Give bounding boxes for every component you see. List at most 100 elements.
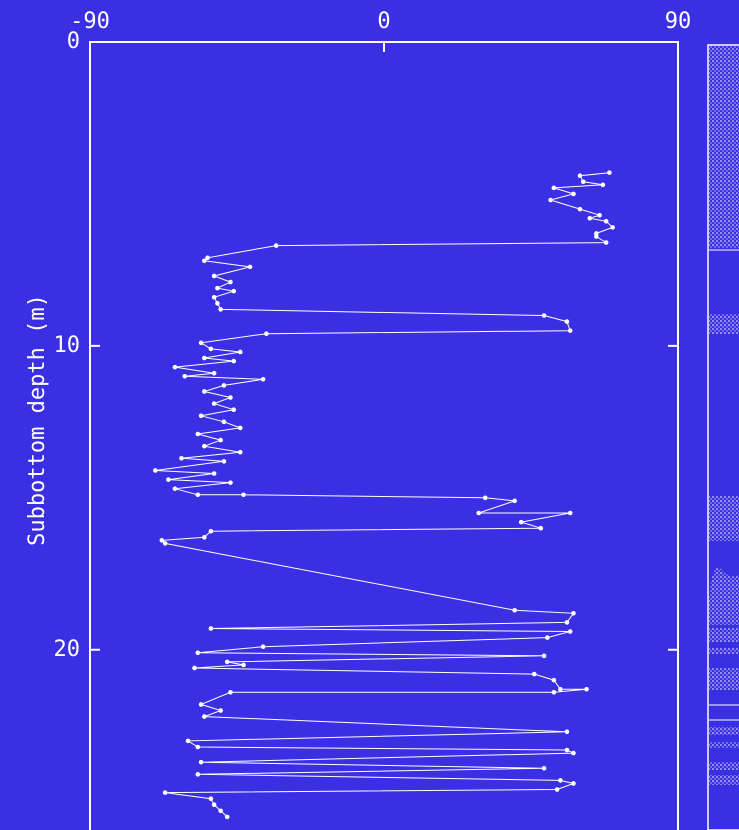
data-point bbox=[541, 313, 547, 318]
data-point bbox=[607, 170, 612, 175]
data-point bbox=[538, 525, 544, 531]
x-tick-label: 0 bbox=[377, 9, 390, 34]
data-point bbox=[512, 607, 517, 613]
data-point bbox=[211, 471, 217, 476]
data-point bbox=[228, 395, 233, 400]
data-point bbox=[580, 179, 586, 185]
data-point bbox=[195, 772, 201, 777]
data-point bbox=[224, 814, 230, 820]
data-point bbox=[218, 437, 223, 443]
data-point bbox=[564, 319, 570, 324]
data-point bbox=[545, 635, 550, 640]
data-point bbox=[218, 708, 223, 713]
x-tick-label: 90 bbox=[665, 9, 692, 34]
data-point bbox=[202, 355, 207, 361]
data-point bbox=[603, 240, 609, 245]
data-point bbox=[571, 750, 576, 756]
y-axis-label: Subbottom depth (m) bbox=[25, 294, 50, 546]
data-point bbox=[195, 431, 201, 437]
data-point bbox=[584, 686, 589, 692]
data-point bbox=[247, 264, 253, 270]
data-point bbox=[215, 301, 220, 306]
data-point bbox=[610, 225, 615, 230]
data-point bbox=[195, 744, 201, 750]
data-point bbox=[548, 197, 553, 203]
data-point bbox=[218, 307, 223, 312]
data-point bbox=[208, 626, 214, 631]
data-point bbox=[237, 349, 243, 355]
data-point bbox=[202, 443, 207, 449]
data-point bbox=[273, 243, 279, 248]
data-point bbox=[153, 468, 158, 473]
data-point bbox=[554, 787, 560, 792]
data-point bbox=[482, 495, 488, 501]
data-point bbox=[518, 519, 524, 525]
data-point bbox=[567, 328, 573, 333]
data-point bbox=[198, 413, 204, 419]
y-tick-label: 20 bbox=[54, 637, 81, 662]
data-point bbox=[564, 729, 570, 735]
data-point bbox=[600, 182, 606, 188]
data-point bbox=[476, 510, 482, 516]
data-point bbox=[228, 279, 233, 285]
data-point bbox=[564, 620, 570, 625]
data-point bbox=[551, 677, 557, 683]
data-point bbox=[577, 173, 583, 179]
data-point bbox=[162, 541, 168, 546]
data-point bbox=[166, 477, 171, 482]
data-point bbox=[211, 802, 217, 808]
data-point bbox=[208, 346, 214, 352]
data-point bbox=[179, 456, 184, 461]
data-point bbox=[541, 765, 547, 771]
data-point bbox=[202, 389, 207, 394]
data-point bbox=[224, 659, 230, 665]
data-point bbox=[211, 370, 217, 376]
data-point bbox=[202, 714, 207, 719]
data-point bbox=[564, 747, 570, 753]
data-point bbox=[221, 419, 227, 425]
data-point bbox=[228, 480, 233, 485]
data-point bbox=[202, 535, 207, 540]
data-point bbox=[571, 610, 576, 616]
data-point bbox=[182, 373, 188, 379]
data-point bbox=[208, 528, 214, 534]
data-point bbox=[541, 653, 547, 659]
data-point bbox=[211, 273, 217, 279]
data-point bbox=[195, 492, 201, 498]
data-point bbox=[241, 492, 246, 498]
data-point bbox=[159, 538, 165, 543]
data-point bbox=[231, 358, 237, 364]
data-point bbox=[571, 781, 576, 786]
data-point bbox=[162, 790, 168, 795]
data-point bbox=[195, 650, 201, 656]
data-point bbox=[571, 191, 576, 197]
data-point bbox=[198, 340, 204, 346]
data-point bbox=[231, 407, 237, 412]
data-point bbox=[208, 796, 214, 801]
data-point bbox=[228, 689, 233, 695]
x-tick-label: -90 bbox=[70, 9, 110, 34]
data-point bbox=[221, 459, 227, 464]
data-point bbox=[531, 671, 537, 677]
data-point bbox=[237, 425, 243, 431]
data-point bbox=[603, 218, 609, 224]
data-point bbox=[231, 288, 237, 294]
data-point bbox=[558, 686, 563, 692]
y-tick-label: 0 bbox=[67, 29, 80, 54]
data-point bbox=[198, 759, 204, 765]
data-point bbox=[172, 364, 178, 370]
data-point bbox=[264, 331, 269, 337]
data-point bbox=[237, 449, 243, 455]
lithology-column bbox=[707, 44, 739, 830]
data-point bbox=[211, 294, 217, 300]
data-point bbox=[198, 702, 204, 707]
data-point bbox=[192, 665, 197, 671]
data-point bbox=[551, 689, 557, 695]
data-point bbox=[185, 738, 191, 744]
data-point bbox=[215, 285, 220, 291]
data-point bbox=[260, 377, 266, 382]
data-point bbox=[577, 206, 583, 212]
data-point bbox=[594, 234, 599, 239]
data-point bbox=[221, 383, 227, 388]
